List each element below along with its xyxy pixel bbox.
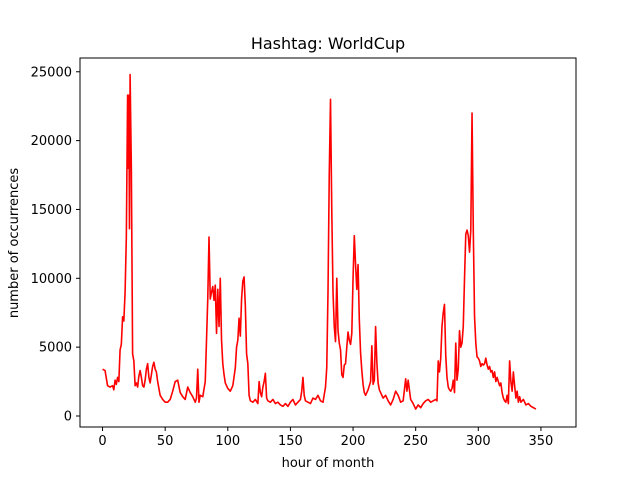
x-tick-label: 300: [466, 434, 491, 449]
x-tick-label: 150: [278, 434, 303, 449]
plot-area: [102, 73, 537, 410]
y-axis: 0 5000 10000 15000 20000 25000: [31, 65, 80, 424]
y-tick-label: 0: [64, 409, 72, 424]
y-tick-label: 10000: [31, 272, 72, 287]
y-tick-label: 5000: [39, 341, 72, 356]
x-tick-label: 350: [529, 434, 554, 449]
x-tick-label: 200: [341, 434, 366, 449]
y-tick-label: 20000: [31, 134, 72, 149]
x-tick-label: 0: [98, 434, 106, 449]
chart-title: Hashtag: WorldCup: [251, 34, 405, 53]
y-axis-label: number of occurrences: [7, 168, 22, 319]
x-axis: 0 50 100 150 200 250 300 350: [98, 427, 553, 449]
y-tick-label: 25000: [31, 65, 72, 80]
series-line-0: [102, 73, 537, 410]
axes-frame: [79, 57, 577, 428]
x-axis-label: hour of month: [282, 456, 375, 471]
x-tick-label: 250: [403, 434, 428, 449]
x-tick-label: 50: [157, 434, 174, 449]
y-tick-label: 15000: [31, 203, 72, 218]
x-tick-label: 100: [215, 434, 240, 449]
